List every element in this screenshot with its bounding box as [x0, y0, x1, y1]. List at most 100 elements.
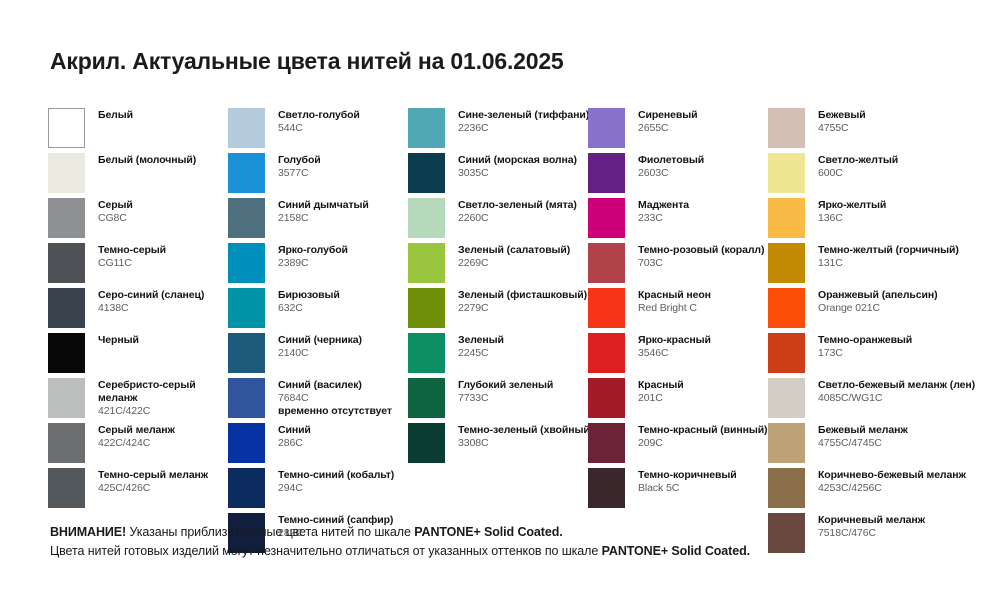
- color-swatch[interactable]: [228, 243, 265, 283]
- color-swatch[interactable]: [588, 108, 625, 148]
- color-swatch[interactable]: [408, 243, 445, 283]
- swatch-row[interactable]: Зеленый (фисташковый) 2279C: [408, 288, 588, 328]
- color-swatch[interactable]: [768, 378, 805, 418]
- swatch-row[interactable]: Красный неон Red Bright C: [588, 288, 768, 328]
- color-swatch[interactable]: [408, 423, 445, 463]
- swatch-row[interactable]: Светло-голубой 544C: [228, 108, 408, 148]
- swatch-row[interactable]: Белый: [48, 108, 228, 148]
- color-swatch[interactable]: [228, 333, 265, 373]
- color-swatch[interactable]: [48, 288, 85, 328]
- swatch-pantone-code: 282C: [278, 526, 303, 539]
- swatch-row[interactable]: Синий дымчатый 2158C: [228, 198, 408, 238]
- color-swatch[interactable]: [588, 468, 625, 508]
- swatch-row[interactable]: Сиреневый 2655C: [588, 108, 768, 148]
- swatch-row[interactable]: Темно-серый меланж 425C/426C: [48, 468, 228, 508]
- color-swatch[interactable]: [768, 153, 805, 193]
- swatch-row[interactable]: Глубокий зеленый 7733C: [408, 378, 588, 418]
- color-swatch[interactable]: [408, 288, 445, 328]
- swatch-row[interactable]: Темно-желтый (горчичный) 131C: [768, 243, 980, 283]
- swatch-row[interactable]: Фиолетовый 2603C: [588, 153, 768, 193]
- swatch-row[interactable]: Светло-зеленый (мята) 2260C: [408, 198, 588, 238]
- swatch-row[interactable]: Темно-розовый (коралл) 703C: [588, 243, 768, 283]
- swatch-row[interactable]: Темно-коричневый Black 5C: [588, 468, 768, 508]
- swatch-row[interactable]: Темно-зеленый (хвойный) 3308C: [408, 423, 593, 463]
- color-swatch[interactable]: [48, 468, 85, 508]
- color-swatch[interactable]: [768, 108, 805, 148]
- color-swatch[interactable]: [48, 243, 85, 283]
- swatch-row[interactable]: Синий 286C: [228, 423, 408, 463]
- swatch-row[interactable]: Серебристо-серый меланж 421C/422C: [48, 378, 228, 418]
- swatch-row[interactable]: Зеленый 2245C: [408, 333, 588, 373]
- swatch-row[interactable]: Темно-синий (сапфир) 282C: [228, 513, 408, 553]
- color-swatch[interactable]: [588, 378, 625, 418]
- color-swatch[interactable]: [588, 198, 625, 238]
- swatch-row[interactable]: Темно-серый CG11C: [48, 243, 228, 283]
- color-swatch[interactable]: [228, 288, 265, 328]
- swatch-row[interactable]: Синий (василек) 7684C временно отсутствует: [228, 378, 408, 418]
- color-swatch[interactable]: [228, 378, 265, 418]
- color-swatch[interactable]: [408, 333, 445, 373]
- color-swatch[interactable]: [228, 198, 265, 238]
- swatch-pantone-code: 2603C: [638, 166, 669, 179]
- swatch-row[interactable]: Белый (молочный): [48, 153, 228, 193]
- swatch-row[interactable]: Сине-зеленый (тиффани) 2236C: [408, 108, 589, 148]
- color-swatch[interactable]: [768, 423, 805, 463]
- color-swatch[interactable]: [768, 288, 805, 328]
- swatch-row[interactable]: Ярко-красный 3546C: [588, 333, 768, 373]
- swatch-pantone-code: 2236C: [458, 121, 489, 134]
- swatch-row[interactable]: Оранжевый (апельсин) Orange 021C: [768, 288, 980, 328]
- swatch-row[interactable]: Бежевый 4755C: [768, 108, 980, 148]
- color-swatch[interactable]: [588, 153, 625, 193]
- swatch-row[interactable]: Синий (морская волна) 3035C: [408, 153, 588, 193]
- swatch-row[interactable]: Серый CG8C: [48, 198, 228, 238]
- color-swatch[interactable]: [408, 153, 445, 193]
- swatch-row[interactable]: Светло-желтый 600C: [768, 153, 980, 193]
- swatch-row[interactable]: Темно-красный (винный) 209C: [588, 423, 768, 463]
- swatch-row[interactable]: Черный: [48, 333, 228, 373]
- color-swatch[interactable]: [768, 198, 805, 238]
- swatch-row[interactable]: Коричневый меланж 7518C/476C: [768, 513, 980, 553]
- swatch-text: Темно-синий (кобальт) 294C: [278, 468, 394, 495]
- swatch-row[interactable]: Темно-оранжевый 173C: [768, 333, 980, 373]
- color-swatch[interactable]: [588, 288, 625, 328]
- swatch-row[interactable]: Темно-синий (кобальт) 294C: [228, 468, 408, 508]
- color-swatch[interactable]: [48, 423, 85, 463]
- color-swatch[interactable]: [228, 153, 265, 193]
- swatch-row[interactable]: Коричнево-бежевый меланж 4253C/4256C: [768, 468, 980, 508]
- swatch-name: Сиреневый: [638, 109, 698, 121]
- color-swatch[interactable]: [588, 423, 625, 463]
- color-swatch[interactable]: [588, 243, 625, 283]
- color-swatch[interactable]: [228, 513, 265, 553]
- swatch-row[interactable]: Серый меланж 422C/424C: [48, 423, 228, 463]
- swatch-row[interactable]: Светло-бежевый меланж (лен) 4085C/WG1C: [768, 378, 980, 418]
- swatch-row[interactable]: Зеленый (салатовый) 2269C: [408, 243, 588, 283]
- color-swatch[interactable]: [768, 243, 805, 283]
- color-swatch[interactable]: [228, 108, 265, 148]
- swatch-text: Бежевый 4755C: [818, 108, 866, 135]
- color-swatch[interactable]: [768, 468, 805, 508]
- swatch-row[interactable]: Голубой 3577C: [228, 153, 408, 193]
- color-swatch[interactable]: [48, 333, 85, 373]
- color-swatch[interactable]: [768, 513, 805, 553]
- swatch-row[interactable]: Синий (черника) 2140C: [228, 333, 408, 373]
- color-swatch[interactable]: [48, 378, 85, 418]
- swatch-row[interactable]: Бежевый меланж 4755C/4745C: [768, 423, 980, 463]
- color-swatch[interactable]: [408, 108, 445, 148]
- color-swatch[interactable]: [48, 153, 85, 193]
- swatch-row[interactable]: Бирюзовый 632C: [228, 288, 408, 328]
- color-swatch[interactable]: [408, 378, 445, 418]
- swatch-row[interactable]: Маджента 233C: [588, 198, 768, 238]
- color-swatch[interactable]: [48, 108, 85, 148]
- color-swatch[interactable]: [408, 198, 445, 238]
- swatch-row[interactable]: Ярко-голубой 2389C: [228, 243, 408, 283]
- color-swatch[interactable]: [48, 198, 85, 238]
- swatch-row[interactable]: Ярко-желтый 136C: [768, 198, 980, 238]
- swatch-row[interactable]: Красный 201C: [588, 378, 768, 418]
- color-swatch[interactable]: [228, 468, 265, 508]
- swatch-name: Коричневый меланж: [818, 514, 925, 526]
- swatch-name: Темно-зеленый (хвойный): [458, 424, 594, 436]
- color-swatch[interactable]: [228, 423, 265, 463]
- color-swatch[interactable]: [768, 333, 805, 373]
- swatch-row[interactable]: Серо-синий (сланец) 4138C: [48, 288, 228, 328]
- color-swatch[interactable]: [588, 333, 625, 373]
